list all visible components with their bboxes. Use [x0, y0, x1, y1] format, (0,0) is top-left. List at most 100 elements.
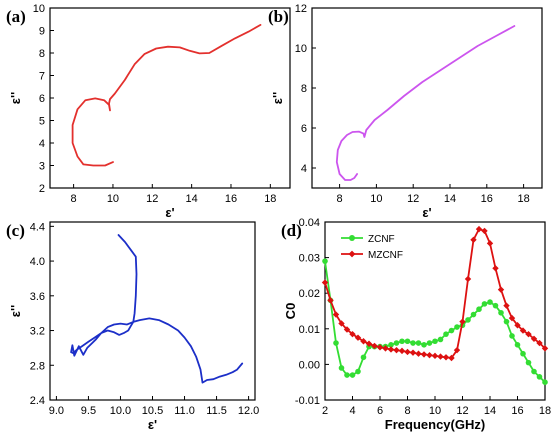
data-point	[426, 340, 433, 346]
x-axis-label: Frequency(GHz)	[385, 417, 485, 432]
x-tick-label: 14	[484, 405, 496, 417]
data-point	[497, 286, 505, 293]
y-tick-label: -0.01	[295, 395, 320, 407]
data-point	[525, 330, 532, 338]
panel-label: (c)	[6, 221, 25, 240]
panel-3: 9.0 9.5 10.0 10.5 11.0 11.5 12.0 2.4 2.8 3.2 3.6 4.…	[6, 221, 259, 432]
data-point	[536, 374, 543, 380]
y-tick-label: 2.4	[30, 395, 45, 407]
data-point	[530, 335, 538, 342]
x-tick-label: 12	[407, 193, 419, 205]
y-tick-label: 8	[301, 83, 307, 95]
y-tick-label: 2.8	[30, 360, 45, 372]
x-tick-label: 16	[511, 405, 523, 417]
data-point	[333, 340, 339, 346]
plot-frame	[49, 7, 291, 189]
y-tick-label: 6	[301, 123, 307, 135]
y-tick-label: 10	[295, 43, 307, 55]
data-point	[448, 327, 455, 334]
x-tick-label: 12.0	[238, 405, 259, 417]
data-point	[492, 265, 499, 272]
x-tick-label: 12	[456, 405, 468, 417]
y-tick-label: 0.01	[299, 324, 320, 336]
data-point	[470, 311, 477, 318]
data-point	[481, 301, 488, 307]
x-tick-label: 18	[264, 193, 276, 205]
x-tick-label: 14	[444, 193, 456, 205]
plot-frame	[49, 221, 256, 401]
data-point	[481, 227, 488, 235]
data-point	[332, 311, 340, 318]
data-point	[442, 354, 450, 361]
x-tick-label: 6	[377, 405, 383, 417]
data-point	[519, 327, 527, 334]
data-point	[426, 351, 433, 359]
y-tick-label: 6	[39, 93, 45, 105]
y-tick-label: 8	[39, 48, 45, 60]
data-point	[492, 302, 499, 309]
data-point	[509, 333, 515, 339]
data-point	[409, 349, 417, 356]
x-tick-label: 11.0	[174, 405, 195, 417]
y-axis-label: C0	[283, 303, 298, 320]
data-point	[398, 347, 406, 355]
data-point	[344, 372, 350, 378]
x-tick-label: 12	[146, 193, 158, 205]
data-point	[393, 340, 400, 346]
y-tick-label: 3.2	[30, 326, 45, 338]
data-point	[431, 352, 439, 360]
data-point	[454, 324, 460, 330]
x-axis-label: ε'	[422, 205, 431, 220]
data-point	[420, 351, 428, 358]
x-tick-label: 8	[337, 193, 343, 205]
data-point	[371, 342, 378, 350]
x-tick-label: 2	[322, 405, 328, 417]
y-tick-label: 9	[39, 26, 45, 38]
data-point	[475, 225, 483, 233]
data-point	[343, 326, 351, 333]
data-point	[382, 345, 389, 352]
x-tick-label: 9.5	[81, 405, 96, 417]
x-tick-label: 10	[107, 193, 119, 205]
data-point	[393, 346, 400, 354]
data-point	[542, 379, 548, 386]
y-tick-label: 0.00	[299, 359, 320, 371]
data-point	[376, 344, 384, 351]
data-point	[503, 302, 510, 309]
x-tick-label: 8	[71, 193, 77, 205]
data-point	[541, 345, 549, 352]
data-point	[508, 314, 516, 322]
y-tick-label: 0.04	[299, 217, 320, 229]
x-tick-label: 18	[539, 405, 551, 417]
y-tick-label: 7	[39, 71, 45, 83]
data-point	[486, 240, 494, 247]
y-tick-label: 0.03	[299, 253, 320, 265]
data-point	[487, 299, 493, 305]
plot-frame	[311, 7, 543, 189]
data-point	[410, 340, 416, 346]
data-point	[498, 309, 504, 316]
data-point	[437, 353, 444, 360]
series-line-data	[335, 25, 516, 181]
x-tick-label: 16	[225, 193, 237, 205]
data-point	[327, 297, 334, 304]
x-axis-label: ε'	[165, 205, 174, 220]
x-axis-label: ε'	[148, 417, 157, 432]
data-point	[503, 318, 510, 325]
data-point	[453, 346, 461, 354]
data-point	[338, 365, 345, 371]
series-line-zcnf	[324, 260, 546, 384]
x-tick-label: 11.5	[206, 405, 227, 417]
data-point	[354, 334, 362, 341]
data-point	[465, 317, 471, 323]
data-point	[415, 350, 422, 357]
data-point	[338, 320, 345, 327]
data-point	[404, 348, 411, 356]
y-tick-label: 3	[39, 161, 45, 173]
panel-label: (d)	[281, 221, 302, 240]
y-tick-label: 0.02	[299, 288, 320, 300]
panel-1: 8 10 12 14 16 18 2 3 4 5 6 7 8 9 10 ε' ε'' (a)	[6, 3, 291, 220]
data-point	[360, 338, 367, 345]
